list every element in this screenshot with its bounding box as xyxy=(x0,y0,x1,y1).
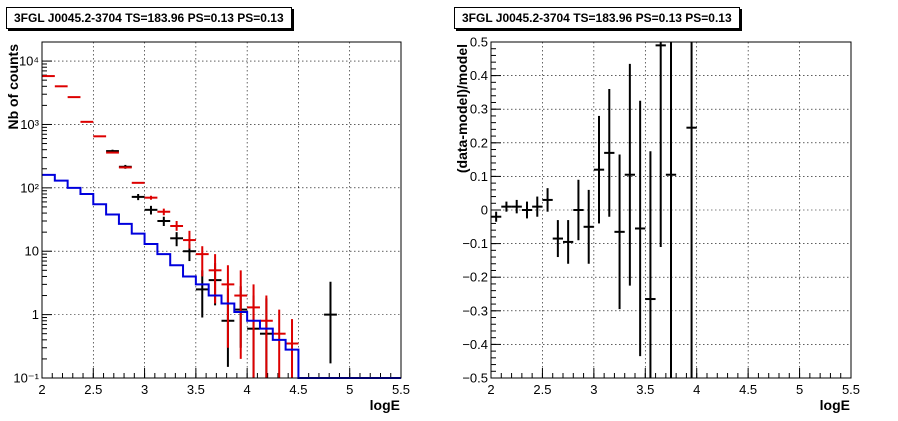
data-point xyxy=(614,154,625,310)
data-point xyxy=(645,151,656,378)
data-point xyxy=(542,188,553,212)
data-point xyxy=(491,211,502,222)
data-point xyxy=(624,63,635,286)
model-point xyxy=(234,270,248,359)
x-tick-label: 3 xyxy=(141,382,148,397)
plot-frame xyxy=(41,41,402,379)
data-point xyxy=(665,42,677,378)
y-tick-label: 0.2 xyxy=(470,135,488,150)
y-tick-label: 0 xyxy=(481,203,488,218)
data-point xyxy=(655,42,666,247)
data-point xyxy=(195,270,209,318)
counts-panel: 2 2.5 3 3.5 4 4.5 5 5.5 10⁻¹ 1 10 10² 10³ 10⁴ logE Nb o… xyxy=(5,41,410,413)
data-point xyxy=(563,220,574,264)
data-point xyxy=(521,201,533,219)
data-point xyxy=(552,220,563,258)
x-tick-label: 4.5 xyxy=(289,382,307,397)
y-tick-label: −0.5 xyxy=(462,371,488,386)
data-point xyxy=(573,179,584,241)
y-tick-label: 0.4 xyxy=(470,68,488,83)
y-tick-label: −0.2 xyxy=(462,270,488,285)
x-tick-label: 5.5 xyxy=(842,382,860,397)
data-point xyxy=(144,205,158,215)
y-tick-label: 0.3 xyxy=(470,102,488,117)
data-point xyxy=(157,216,171,227)
data-point xyxy=(532,196,543,217)
data-point xyxy=(635,100,646,357)
x-tick-label: 4.5 xyxy=(739,382,757,397)
model-point xyxy=(144,195,158,200)
data-point xyxy=(593,115,605,224)
y-tick-label: −0.4 xyxy=(462,337,488,352)
x-tick-label: 3.5 xyxy=(636,382,654,397)
model-point xyxy=(195,246,209,277)
y-tick-label: 0.1 xyxy=(470,169,488,184)
x-tick-label: 2.5 xyxy=(533,382,551,397)
y-tick-label: 10⁴ xyxy=(19,54,39,69)
residuals-panel: 2 2.5 3 3.5 4 4.5 5 5.5 −0.5 −0.4 −0.3 −0.2 −0.1 0 0.1… xyxy=(454,35,860,414)
x-tick-label: 5.5 xyxy=(392,382,410,397)
x-tick-label: 5 xyxy=(346,382,353,397)
x-axis-label: logE xyxy=(370,397,400,413)
chart-title-right: 3FGL J0045.2-3704 TS=183.96 PS=0.13 PS=0… xyxy=(454,7,740,29)
x-tick-label: 3.5 xyxy=(187,382,205,397)
data-point xyxy=(501,201,512,212)
model-point xyxy=(170,220,184,231)
x-tick-label: 2 xyxy=(38,382,45,397)
data-point xyxy=(131,193,145,201)
model-point xyxy=(285,319,299,378)
y-axis-label: (data-model)/model xyxy=(454,44,470,173)
data-point xyxy=(686,42,697,378)
x-tick-label: 5 xyxy=(796,382,803,397)
x-tick-label: 2.5 xyxy=(84,382,102,397)
data-point xyxy=(604,89,615,217)
x-tick-label: 4 xyxy=(244,382,251,397)
y-tick-label: 10⁻¹ xyxy=(13,371,39,386)
model-point xyxy=(272,309,286,378)
y-tick-label: 1 xyxy=(32,307,39,322)
plot-frame xyxy=(490,41,852,379)
model-point xyxy=(157,208,171,216)
model-point xyxy=(183,230,196,249)
x-tick-label: 4 xyxy=(693,382,700,397)
x-tick-label: 2 xyxy=(487,382,494,397)
data-point xyxy=(511,199,522,214)
y-tick-label: 10² xyxy=(20,180,39,195)
chart-title-left: 3FGL J0045.2-3704 TS=183.96 PS=0.13 PS=0… xyxy=(6,7,292,29)
y-tick-label: −0.1 xyxy=(462,236,488,251)
y-tick-label: 10³ xyxy=(20,117,39,132)
model-point xyxy=(247,284,260,378)
model-point xyxy=(221,265,235,348)
y-axis-label: Nb of counts xyxy=(5,44,21,130)
y-tick-label: −0.3 xyxy=(462,303,488,318)
plot-area xyxy=(42,42,401,378)
y-tick-label: 0.5 xyxy=(470,35,488,50)
y-tick-label: 10 xyxy=(25,244,39,259)
data-point xyxy=(324,281,337,364)
x-axis-label: logE xyxy=(820,397,850,413)
x-tick-label: 3 xyxy=(590,382,597,397)
data-point xyxy=(583,189,594,264)
model-point xyxy=(259,295,273,378)
data-point xyxy=(170,232,184,247)
